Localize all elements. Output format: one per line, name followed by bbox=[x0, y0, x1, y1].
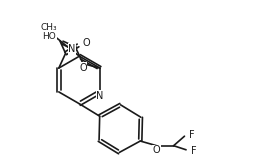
Text: O: O bbox=[153, 145, 160, 155]
Text: F: F bbox=[191, 146, 196, 156]
Text: N: N bbox=[96, 91, 104, 101]
Text: O: O bbox=[79, 63, 87, 73]
Text: N: N bbox=[68, 44, 76, 54]
Text: O: O bbox=[82, 38, 90, 48]
Text: F: F bbox=[189, 130, 195, 140]
Text: HO: HO bbox=[42, 32, 56, 41]
Text: CH₃: CH₃ bbox=[41, 23, 57, 32]
